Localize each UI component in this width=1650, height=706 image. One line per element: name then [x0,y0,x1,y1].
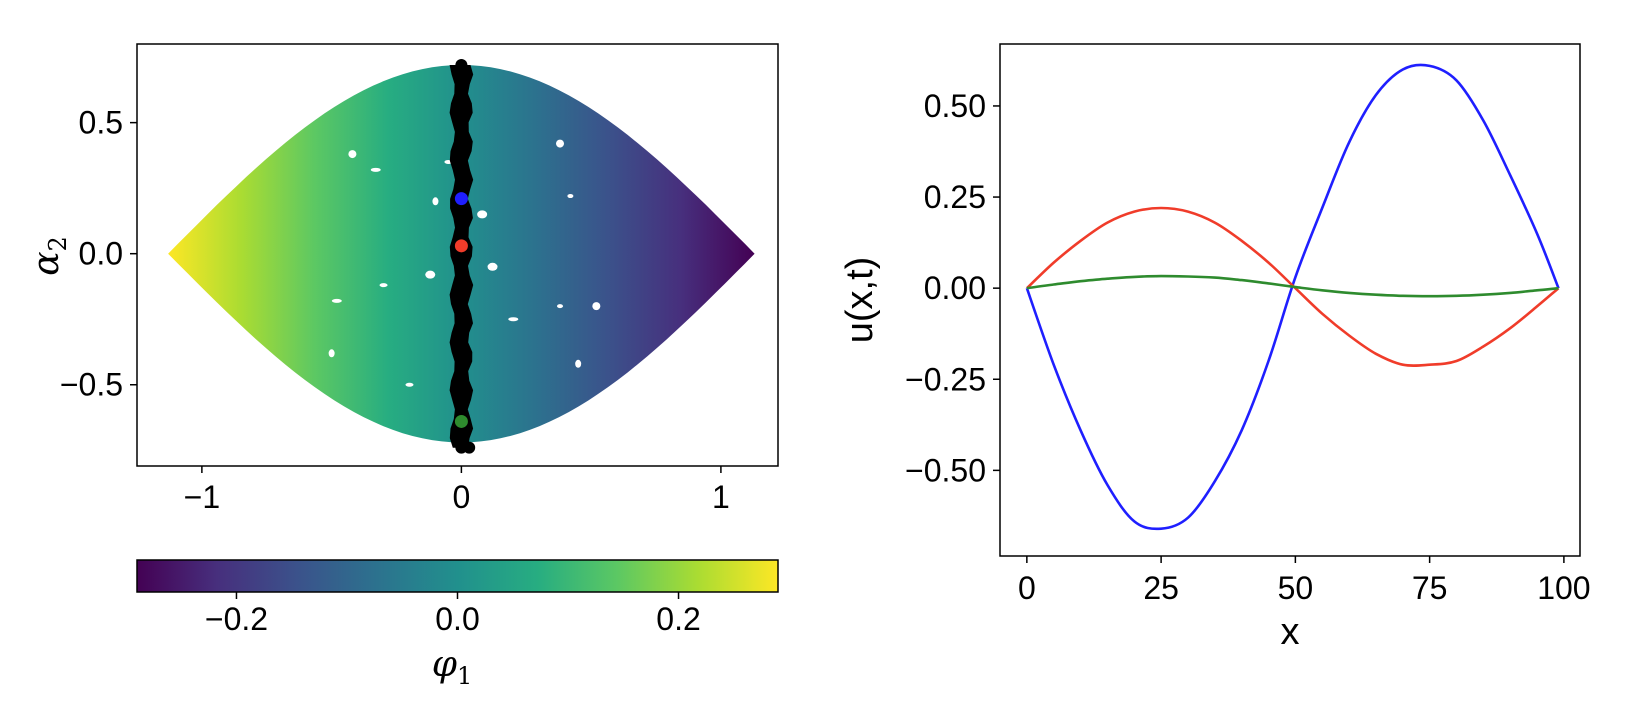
region-gap [379,283,388,288]
y-tick-label: −0.50 [905,452,986,488]
region-gap [310,107,317,112]
gaps-in-region [310,107,601,387]
region-gap [405,382,414,387]
y-tick-label: 0.25 [924,179,986,215]
x-tick-label: −1 [184,479,220,515]
highlight-point-blue [454,192,468,206]
series-line-green [1026,274,1559,298]
highlight-point-green [454,414,468,428]
line-x-label: x [1281,611,1300,653]
scatter-y-label: α2 [26,236,72,276]
region-gap [557,304,564,309]
y-tick-label: 0.00 [924,270,986,306]
colorbar-tick-label: 0.2 [656,601,700,637]
y-tick-label: −0.25 [905,361,986,397]
colorbar-ticks: −0.2 0.0 0.2 [205,592,701,637]
highlight-point-red [454,239,468,253]
y-tick-label: 0.5 [79,105,123,141]
y-tick-label: 0.0 [79,236,123,272]
line-panel: 0 25 50 75 100 0.50 0.25 0.00 −0.25 −0.50 x u(x,… [839,43,1591,653]
x-tick-label: 25 [1143,570,1179,606]
region-gap [425,270,436,279]
region-gap [487,262,498,271]
x-tick-label: 100 [1537,570,1590,606]
series-line-blue [1025,63,1560,531]
colorbar: −0.2 0.0 0.2 φ1 [136,559,779,690]
region-gap [348,150,357,159]
y-tick-label: −0.5 [60,367,123,403]
line-x-ticks: 0 25 50 75 100 [1018,556,1591,606]
region-gap [477,210,488,219]
colorbar-label: φ1 [432,644,473,690]
colorbar-gradient [136,559,779,593]
scatter-x-ticks: −1 0 1 [184,466,730,515]
x-tick-label: 50 [1278,570,1314,606]
region-gap [432,197,439,206]
scatter-area [168,58,755,454]
x-tick-label: 0 [1018,570,1036,606]
line-frame [999,43,1581,557]
band-point [450,431,463,444]
region-gap [370,167,381,172]
region-gap [508,317,519,322]
scatter-panel: −1 0 1 0.5 0.0 −0.5 α2 [26,43,779,515]
region-gap [567,194,574,199]
region-gap [331,298,342,303]
line-series [1025,63,1560,531]
highlight-band [449,65,474,448]
region-gap [328,349,335,358]
line-y-ticks: 0.50 0.25 0.00 −0.25 −0.50 [905,88,1000,488]
region-gap [575,359,582,368]
x-tick-label: 1 [712,479,730,515]
region-gap [592,302,601,311]
x-tick-label: 75 [1412,570,1448,606]
region-gap [556,139,565,148]
colorbar-tick-label: −0.2 [205,601,268,637]
band-point [455,58,468,71]
y-tick-label: 0.50 [924,88,986,124]
highlight-points [454,192,468,428]
colorbar-tick-label: 0.0 [435,601,479,637]
scatter-frame [136,43,779,467]
scatter-y-ticks: 0.5 0.0 −0.5 [60,105,137,403]
line-y-label: u(x,t) [839,257,881,344]
x-tick-label: 0 [452,479,470,515]
band-point [463,441,476,454]
